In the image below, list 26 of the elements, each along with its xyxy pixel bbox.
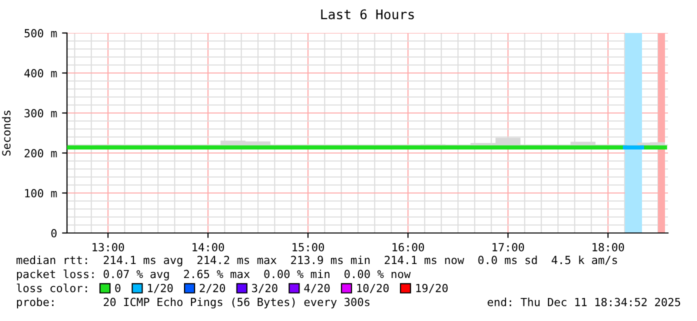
legend-label: 2/20: [200, 284, 226, 294]
legend-label: 10/20: [357, 284, 389, 294]
y-tick-label: 300 m: [24, 109, 57, 118]
text: probe: 20 ICMP Echo Pings (56 Bytes) every 300s: [17, 298, 370, 308]
legend-label: 1/20: [148, 284, 173, 294]
legend-label: 0: [115, 284, 120, 292]
y-tick-label: 100 m: [25, 189, 57, 198]
x-tick-label: 15:00: [292, 242, 324, 252]
x-tick-label: 18:00: [592, 242, 624, 252]
text: packet loss: 0.07 % avg 2.65 % max 0.00 % min 0.00 % now: [17, 270, 411, 280]
y-axis-title: Seconds: [2, 110, 11, 156]
legend-label: 3/20: [252, 284, 278, 294]
x-tick-label: 17:00: [492, 242, 524, 252]
text: end: Thu Dec 11 18:34:52 2025: [488, 298, 680, 306]
y-tick-label: 0: [51, 229, 57, 238]
legend-label: 4/20: [304, 284, 330, 294]
y-tick-label: 200 m: [24, 149, 57, 158]
chart-title: Last 6 Hours: [321, 9, 414, 20]
x-tick-label: 14:00: [192, 242, 224, 252]
text: median rtt: 214.1 ms avg 214.2 ms max 213.9 ms min 214.1 ms now 0.0 ms sd 4.5 k am/s: [16, 256, 617, 266]
legend-label: 19/20: [416, 284, 448, 294]
legend-title: loss color:: [16, 284, 87, 292]
y-tick-label: 500 m: [24, 29, 57, 38]
y-tick-label: 400 m: [24, 69, 57, 78]
x-tick-label: 13:00: [92, 242, 124, 252]
x-tick-label: 16:00: [392, 242, 424, 252]
